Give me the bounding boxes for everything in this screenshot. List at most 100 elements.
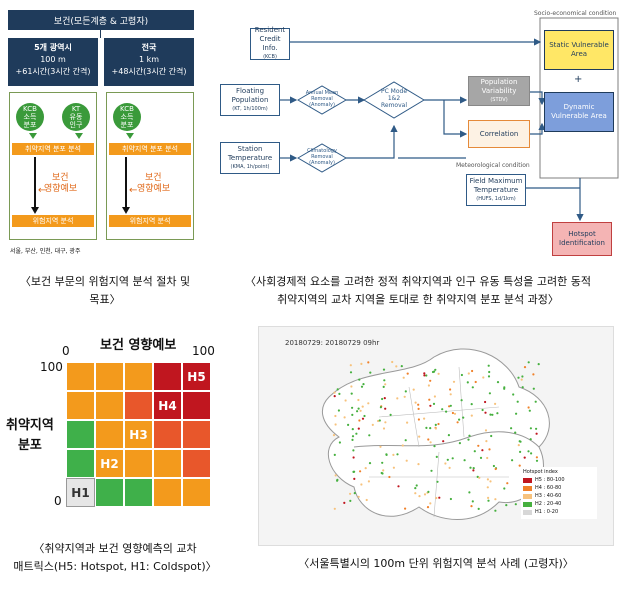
legend-swatch: [523, 509, 532, 515]
seoul-hotspot-map: 20180729: 20180729 09hr Hotspot index H5…: [258, 326, 614, 546]
hotspot-dot: [468, 491, 471, 494]
matrix-cell: H2: [95, 449, 124, 478]
hotspot-dot: [369, 371, 372, 374]
hotspot-dot: [360, 483, 363, 486]
hotspot-dot: [384, 383, 387, 386]
y-axis-min: 0: [54, 494, 62, 508]
hotspot-dot: [494, 402, 497, 405]
hotspot-dot: [438, 496, 441, 499]
hotspot-dot: [469, 466, 472, 469]
matrix-title: 보건 영향예보: [100, 338, 177, 353]
hotspot-dot: [353, 477, 356, 480]
hotspot-dot: [484, 429, 488, 432]
hotspot-dot: [444, 462, 447, 465]
hotspot-dot: [381, 397, 384, 401]
hotspot-dot: [414, 401, 417, 404]
hotspot-dot: [431, 370, 435, 374]
matrix-cell: [95, 478, 124, 507]
hotspot-dot: [414, 492, 417, 495]
hotspot-dot: [484, 411, 487, 414]
hotspot-dot: [435, 496, 438, 500]
hotspot-dot: [484, 400, 487, 404]
hotspot-dot: [349, 492, 352, 495]
hotspot-dot: [463, 459, 466, 462]
hotspot-dot: [418, 435, 421, 438]
hotspot-dot: [470, 414, 473, 417]
hotspot-dot: [487, 499, 490, 502]
hotspot-dot: [535, 427, 538, 430]
y-axis-max: 100: [40, 360, 63, 374]
hotspot-dot: [468, 434, 471, 437]
hotspot-dot: [337, 409, 340, 412]
hotspot-dot: [391, 360, 394, 364]
hotspot-dot: [427, 384, 430, 387]
hotspot-dot: [361, 417, 365, 420]
hotspot-dot: [417, 403, 420, 406]
hotspot-dot: [486, 456, 489, 460]
hotspot-dot: [365, 498, 368, 502]
legend-label: H3 : 40-60: [535, 493, 562, 499]
risk-area-bar: 위험지역 분석: [109, 215, 191, 227]
hotspot-dot: [417, 418, 420, 421]
hotspot-dot: [359, 470, 362, 473]
hotspot-dot: [523, 366, 527, 369]
hotspot-dot: [503, 387, 506, 390]
hotspot-dot: [527, 406, 530, 409]
hotspot-dot: [361, 405, 364, 408]
hotspot-dot: [401, 444, 404, 447]
national-title: 전국: [141, 43, 157, 52]
hotspot-dot: [357, 398, 360, 402]
hotspot-dot: [453, 412, 457, 415]
hotspot-dot: [515, 412, 518, 415]
hotspot-dot: [336, 479, 339, 482]
hotspot-dot: [338, 441, 341, 444]
hotspot-dot: [532, 387, 535, 390]
hotspot-dot: [351, 413, 354, 416]
hotspot-dot: [429, 404, 432, 407]
matrix-cell: [66, 391, 95, 420]
matrix-cell: [95, 420, 124, 449]
hotspot-dot: [334, 474, 337, 477]
hotspot-dot: [433, 395, 436, 398]
hotspot-dot: [349, 371, 353, 374]
hotspot-dot: [458, 418, 461, 421]
legend-swatch: [523, 501, 532, 507]
hotspot-dot: [447, 434, 450, 437]
hotspot-matrix: 보건 영향예보 0 100 100 0 취약지역 분포 H5 H4 H3 H2 H1: [0, 334, 230, 534]
flowchart-connectors: [280, 17, 619, 222]
hotspot-dot: [404, 439, 407, 442]
map-caption: 〈서울특별시의 100m 단위 위험지역 분석 사례 (고령자)〉: [298, 557, 574, 570]
hotspot-dot: [434, 368, 437, 371]
matrix-cell: [182, 449, 211, 478]
legend-label: H2 : 20-40: [535, 501, 562, 507]
hotspot-dot: [467, 438, 470, 441]
hotspot-dot: [353, 470, 356, 473]
hotspot-dot: [460, 399, 463, 402]
flow-line: [125, 157, 127, 209]
hotspot-dot: [488, 392, 491, 395]
hotspot-dot: [473, 450, 476, 453]
static-vulnerable-box: Static Vulnerable Area: [544, 30, 614, 70]
hotspot-dot: [452, 380, 456, 383]
forecast-arrow-icon: ←: [38, 185, 47, 196]
legend-item: H4 : 60-80: [523, 485, 595, 491]
hotspot-dot: [448, 405, 451, 408]
hotspot-dot: [368, 462, 372, 465]
hotspot-dot: [492, 464, 495, 468]
legend-item: H3 : 40-60: [523, 493, 595, 499]
hotspot-dot: [363, 414, 366, 418]
hotspot-dot: [349, 499, 352, 502]
map-legend: Hotspot index H5 : 80-100 H4 : 60-80 H3 : …: [521, 467, 597, 519]
hotspot-dot: [449, 393, 452, 396]
hotspot-dot: [521, 375, 524, 378]
hotspot-dot: [371, 423, 374, 426]
hotspot-dot: [488, 448, 491, 451]
hotspot-dot: [535, 432, 538, 435]
hotspot-dot: [392, 466, 395, 469]
hotspot-dot: [429, 441, 432, 444]
legend-item: H5 : 80-100: [523, 477, 595, 483]
hotspot-dot: [486, 486, 489, 489]
hotspot-dot: [437, 422, 440, 426]
hotspot-dot: [404, 507, 407, 510]
hotspot-dot: [334, 414, 337, 418]
